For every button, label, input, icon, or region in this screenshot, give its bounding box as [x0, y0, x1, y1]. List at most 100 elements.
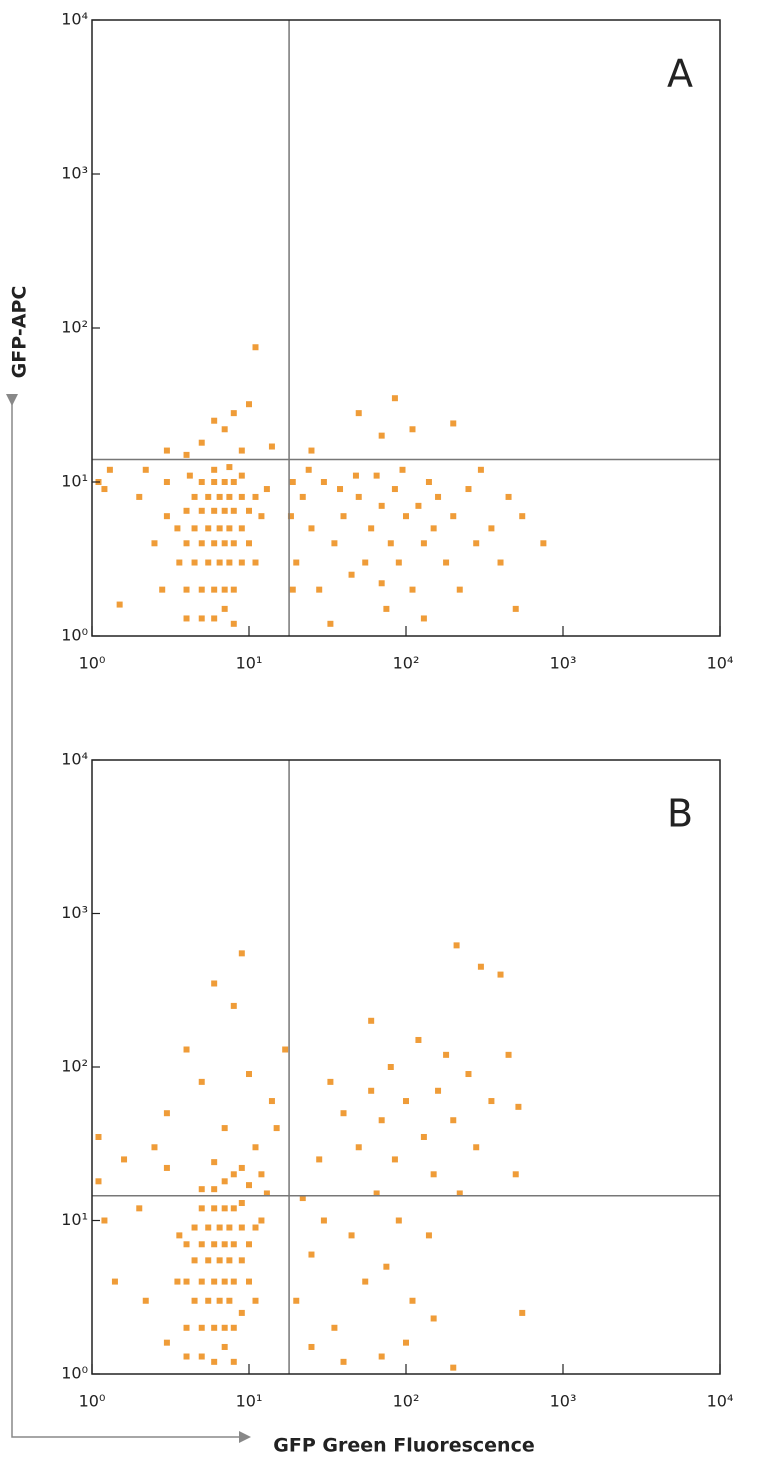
data-point [230, 1358, 237, 1365]
data-point [415, 1036, 422, 1043]
data-point [246, 540, 252, 547]
data-point [211, 615, 218, 622]
panel-label: B [667, 792, 693, 836]
data-point [403, 1098, 409, 1105]
data-point [519, 513, 526, 520]
data-point [211, 1358, 218, 1365]
data-point [191, 1297, 198, 1304]
data-point [383, 1263, 390, 1270]
panel-label: A [667, 52, 693, 96]
data-point [430, 1171, 437, 1178]
data-point [425, 479, 432, 485]
x-tick-label: 10⁴ [707, 1392, 734, 1411]
data-point [183, 1046, 190, 1053]
data-point [352, 472, 359, 479]
data-point [226, 493, 233, 500]
data-point [211, 1241, 218, 1248]
data-point [287, 513, 294, 520]
data-point [282, 1046, 289, 1053]
data-point [230, 1278, 237, 1285]
data-point [198, 1241, 205, 1248]
data-point [216, 559, 223, 566]
data-point [238, 1164, 245, 1171]
data-point [337, 486, 344, 493]
data-point [473, 1144, 480, 1151]
data-point [497, 559, 504, 566]
data-point [395, 559, 402, 566]
y-tick-label: 10¹ [61, 472, 88, 491]
data-point [205, 1297, 212, 1304]
data-point [230, 1241, 237, 1248]
data-point [327, 1078, 334, 1085]
data-point [450, 513, 457, 520]
data-point [420, 615, 427, 622]
data-point [246, 1182, 252, 1189]
data-point [320, 1217, 327, 1224]
data-point [355, 1144, 362, 1151]
data-point [246, 1241, 252, 1248]
data-point [183, 507, 190, 514]
data-point [540, 540, 547, 547]
data-point [226, 525, 233, 532]
data-point [176, 559, 183, 566]
data-point [198, 1353, 205, 1360]
data-point [368, 1087, 375, 1094]
data-point [101, 486, 108, 493]
y-tick-label: 10² [61, 318, 88, 337]
data-point [230, 1171, 237, 1178]
data-point [331, 540, 338, 547]
data-point [198, 1205, 205, 1212]
y-tick-label: 10³ [61, 903, 88, 922]
data-point [308, 525, 315, 532]
data-point [425, 1232, 432, 1239]
data-point [159, 586, 166, 593]
data-point [221, 1343, 228, 1350]
data-point [450, 1364, 457, 1371]
data-point [299, 1195, 306, 1202]
data-point [258, 1217, 265, 1224]
data-point [430, 525, 437, 532]
data-point [378, 1117, 385, 1124]
data-point [163, 1110, 170, 1117]
data-point [246, 507, 252, 514]
data-point [238, 1200, 245, 1207]
data-point [211, 1186, 218, 1193]
data-point [191, 493, 198, 500]
data-point [488, 1098, 495, 1105]
data-point [395, 1217, 402, 1224]
data-point [221, 1241, 228, 1248]
data-point [340, 1358, 347, 1365]
data-point [348, 1232, 355, 1239]
data-point [163, 1339, 170, 1346]
data-point [191, 525, 198, 532]
data-point [211, 1159, 218, 1166]
data-point [238, 559, 245, 566]
data-point [198, 615, 205, 622]
data-point [362, 1278, 369, 1285]
data-point [293, 559, 300, 566]
data-point [409, 1297, 416, 1304]
data-point [368, 525, 375, 532]
data-point [238, 1224, 245, 1231]
data-point [453, 942, 460, 949]
data-point [238, 525, 245, 532]
data-point [95, 1178, 102, 1185]
axis-arrows [5, 394, 251, 1443]
data-point [216, 493, 223, 500]
data-point [348, 571, 355, 578]
data-point [198, 1078, 205, 1085]
data-point [221, 1178, 228, 1185]
data-point [183, 615, 190, 622]
data-point [142, 466, 149, 473]
data-point [515, 1103, 522, 1110]
data-point [221, 1324, 228, 1331]
data-point [268, 1098, 275, 1105]
x-tick-label: 10⁰ [79, 1392, 106, 1411]
data-point [198, 439, 205, 446]
data-point [221, 507, 228, 514]
data-point [221, 1125, 228, 1132]
data-point [142, 1297, 149, 1304]
data-point [252, 1144, 259, 1151]
data-point [183, 1324, 190, 1331]
data-point [238, 447, 245, 454]
